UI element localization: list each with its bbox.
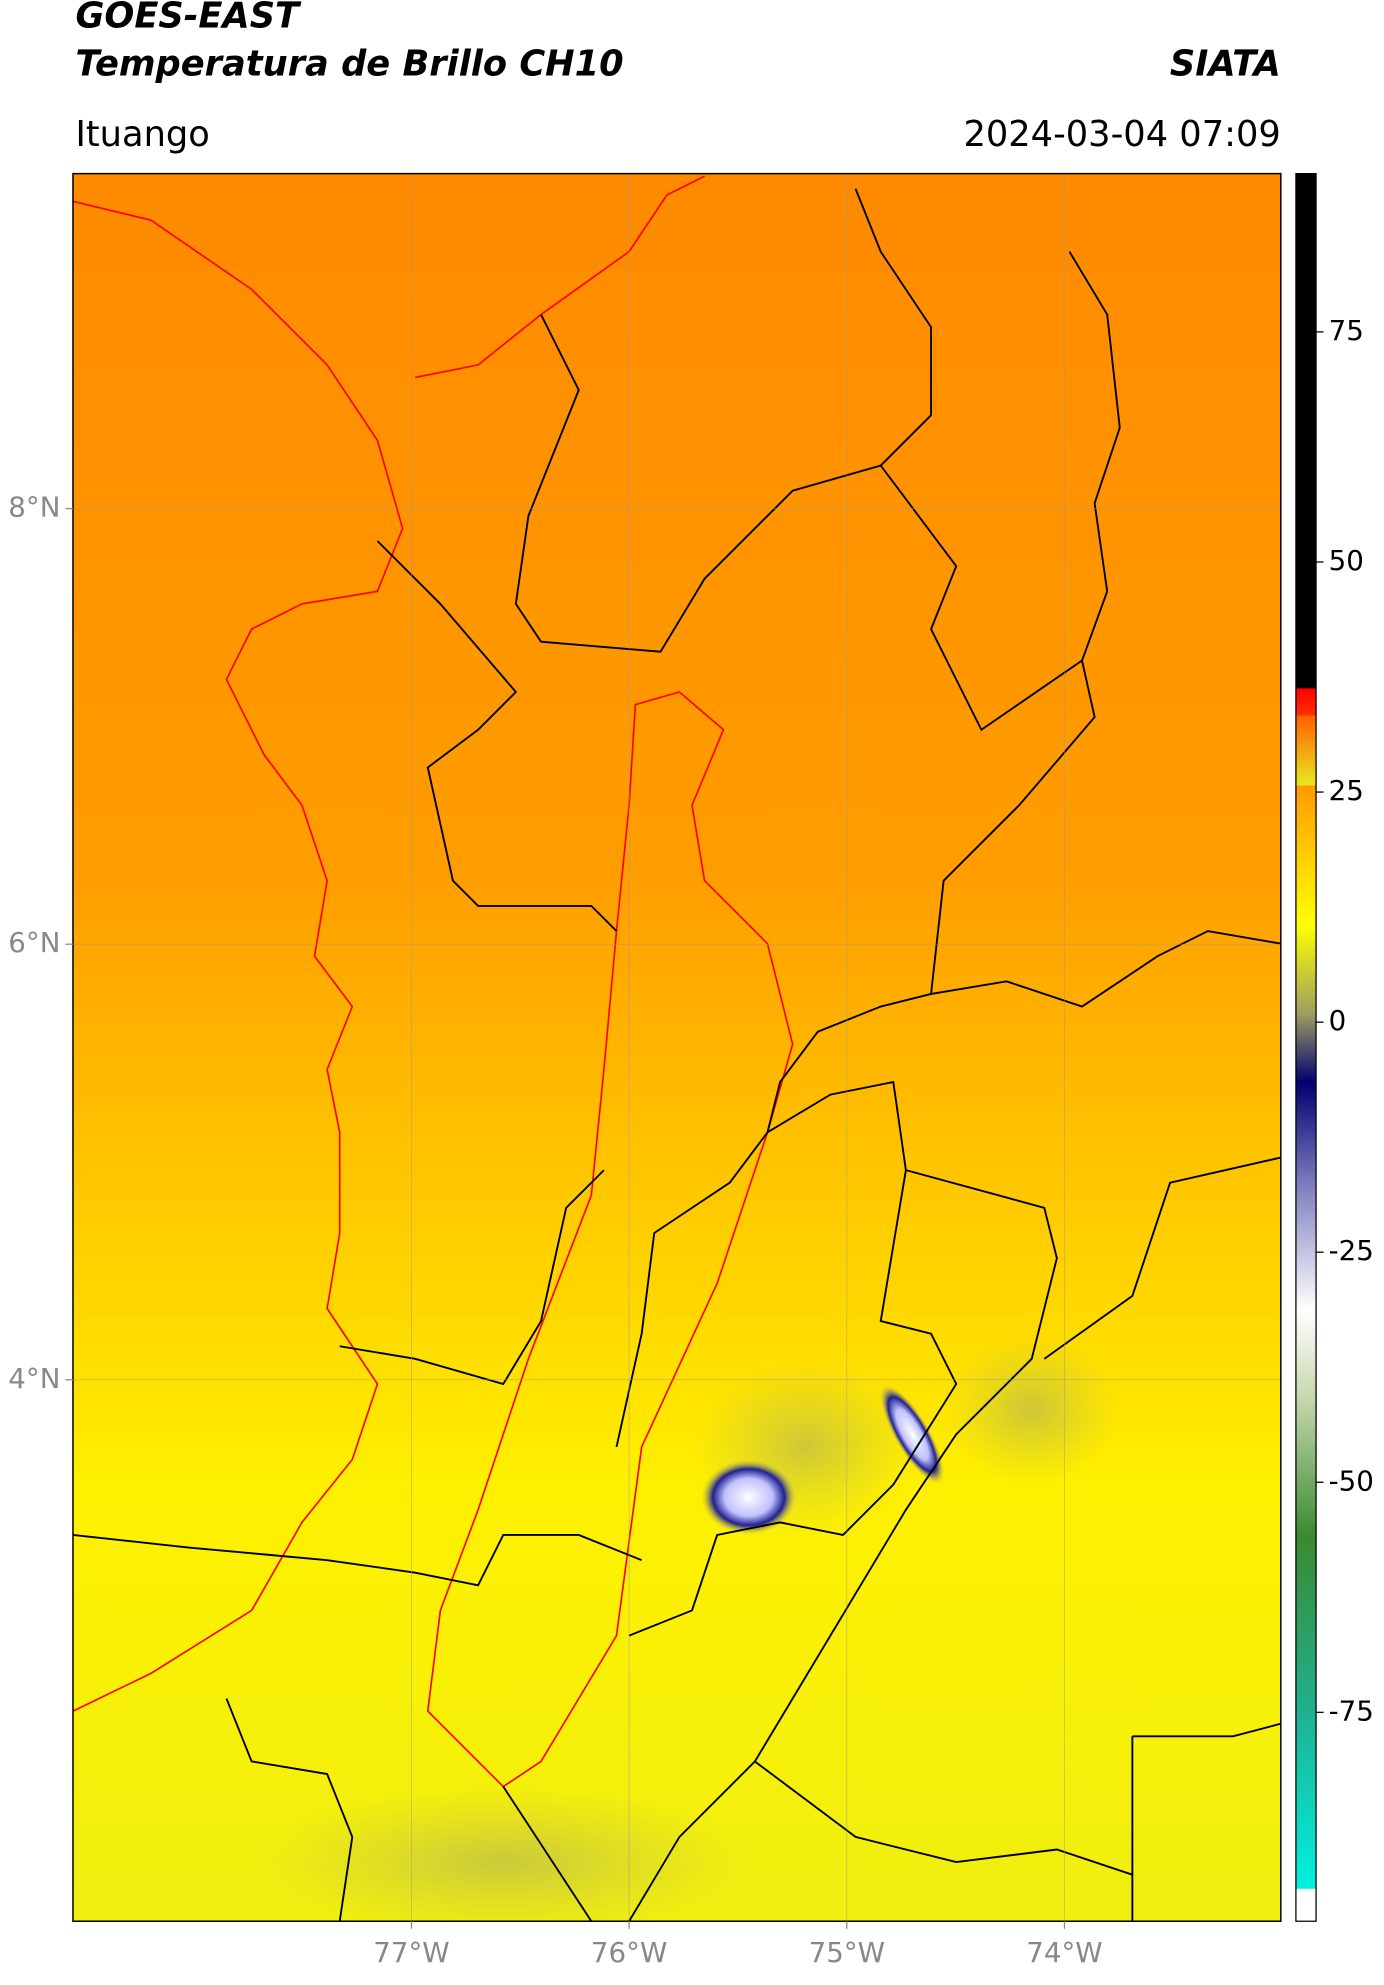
convective-cell [880,1384,945,1485]
grid [72,173,1281,1922]
y-tick-label: 4°N [8,1362,60,1395]
y-tick-label: 8°N [8,491,60,524]
source: SIATA [1170,43,1281,84]
cloud [251,1786,755,1922]
datetime: 2024-03-04 07:09 [963,114,1280,155]
colorbar-tick-label: 75 [1329,314,1364,347]
colorbar-tick-label: 50 [1329,544,1364,577]
map-background [72,173,1281,1922]
coastline [72,200,404,1712]
y-tick-label: 6°N [8,926,60,959]
subtitle: Temperatura de Brillo CH10 [75,43,623,84]
colorbar [1295,172,1317,1922]
border [72,188,1281,1922]
map-area [72,173,1281,1922]
colorbar-tick-label: -25 [1329,1234,1374,1267]
convective-cell [700,1459,797,1535]
x-tick-label: 76°W [591,1936,667,1969]
colorbar-tick-label: 25 [1329,774,1364,807]
x-tick-label: 75°W [809,1936,885,1969]
coastline [415,175,705,379]
colorbar-tick-label: 0 [1329,1004,1347,1037]
x-tick-label: 77°W [373,1936,449,1969]
cloud [943,1333,1120,1485]
x-tick-label: 74°W [1026,1936,1102,1969]
title: GOES-EAST [75,0,302,37]
colorbar-tick-label: -75 [1329,1694,1374,1727]
location: Ituango [75,114,209,155]
map-frame [72,172,1282,1922]
colorbar-tick-label: -50 [1329,1464,1374,1497]
department-border [426,691,794,1788]
